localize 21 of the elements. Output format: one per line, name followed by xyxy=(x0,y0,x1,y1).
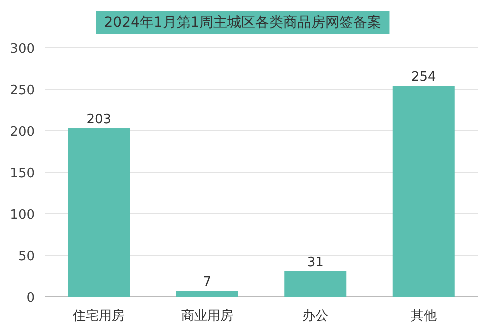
y-tick-label: 200 xyxy=(10,125,35,140)
bar xyxy=(176,291,238,297)
data-label: 254 xyxy=(411,70,436,86)
y-tick-label: 50 xyxy=(18,250,35,264)
y-tick-label: 100 xyxy=(10,208,35,223)
bar xyxy=(392,86,455,297)
bar xyxy=(68,128,130,297)
chart-title: 2024年1月第1周主城区各类商品房网签备案 xyxy=(104,14,382,31)
data-label: 7 xyxy=(203,275,212,290)
bar xyxy=(284,271,347,297)
x-tick-label: 住宅用房 xyxy=(72,308,126,324)
y-tick-label: 250 xyxy=(10,84,35,98)
y-tick-label: 150 xyxy=(10,166,35,182)
x-tick-label: 商业用房 xyxy=(181,308,234,324)
title: 2024年1月第1周主城区各类商品房网签备案 xyxy=(96,11,390,34)
x-tick-label: 其他 xyxy=(410,309,437,324)
data-label: 203 xyxy=(86,112,112,128)
y-tick-label: 0 xyxy=(26,291,35,306)
x-tick-label: 办公 xyxy=(302,309,329,324)
y-tick-label: 300 xyxy=(10,42,35,57)
data-label: 31 xyxy=(307,255,324,270)
